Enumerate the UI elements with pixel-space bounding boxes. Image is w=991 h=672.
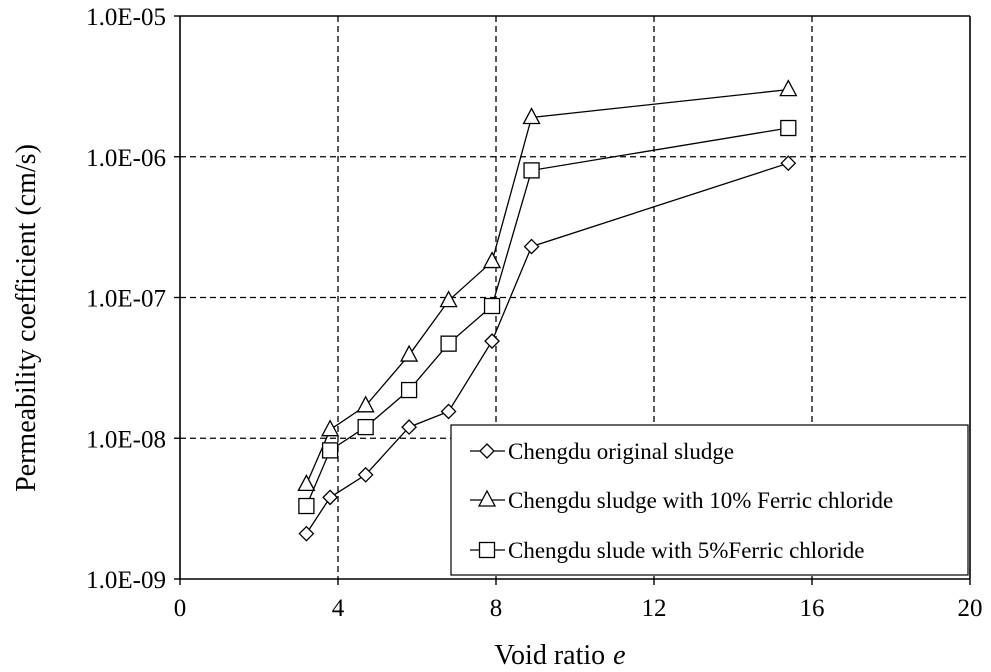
x-tick-label: 8 [490,595,503,622]
data-point-diamond [357,466,374,483]
data-point-triangle [297,474,316,492]
data-point-triangle [522,107,541,125]
data-point-diamond [484,333,500,350]
y-tick-label: 1.0E-09 [86,567,166,594]
data-point-diamond [322,489,339,506]
x-axis-title: Void ratio e [494,640,625,671]
legend-box [450,424,969,576]
series-diamond [298,155,797,542]
data-point-diamond [298,525,315,542]
series-line [305,88,789,485]
y-tick-label: 1.0E-08 [86,426,166,453]
x-tick-label: 20 [958,595,983,622]
y-tick-label: 1.0E-06 [86,145,166,172]
data-point-square [298,497,315,515]
legend-label: Chengdu original sludge [508,439,734,464]
legend-marker-triangle [477,489,497,507]
x-tick-label: 4 [332,595,345,622]
x-axis-title-text: Void ratio [494,640,605,671]
data-point-triangle [482,251,502,269]
data-point-square [483,297,501,315]
series-line [305,162,789,535]
data-point-triangle [356,395,375,413]
y-axis-title: Permeability coefficient (cm/s) [11,144,42,492]
data-point-triangle [779,79,798,97]
data-point-square [780,119,797,137]
legend-label: Chengdu slude with 5%Ferric chloride [508,538,864,563]
data-point-triangle [439,290,458,308]
data-point-square [321,442,339,459]
legend-marker-diamond [479,443,495,459]
series-triangle [297,79,798,492]
legend: Chengdu original sludge Chengdu sludge wi… [450,424,969,576]
series-group [297,79,798,542]
x-tick-label: 12 [642,595,667,622]
y-tick-label: 1.0E-05 [86,4,166,31]
series-square [298,119,797,515]
legend-label: Chengdu sludge with 10% Ferric chloride [508,488,893,513]
data-point-diamond [780,155,797,172]
tick-labels: 0 4 8 12 16 20 1.0E-09 1.0E-08 1.0E-07 1.0E-06 1.0… [86,4,982,622]
data-point-diamond [440,403,457,420]
y-tick-label: 1.0E-07 [86,286,166,313]
x-tick-label: 0 [174,595,187,622]
data-point-square [523,162,540,179]
data-point-triangle [400,344,419,362]
x-axis-title-symbol: e [613,640,625,671]
data-point-diamond [401,419,418,436]
data-point-diamond [523,238,540,255]
data-point-triangle [321,419,340,437]
x-tick-label: 16 [800,595,825,622]
data-point-square [440,335,457,352]
data-point-square [400,381,418,399]
axes [174,15,971,585]
legend-marker-square [478,541,496,559]
data-point-square [357,418,374,436]
